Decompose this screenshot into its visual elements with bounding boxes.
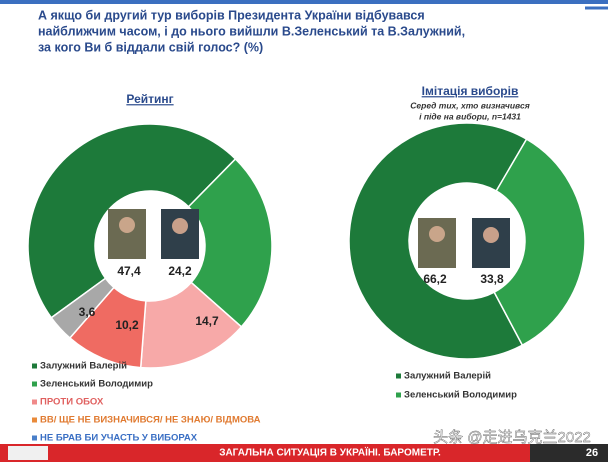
title-line: А якщо би другий тур виборів Президента … xyxy=(38,8,425,22)
value-label: 66,2 xyxy=(423,272,447,286)
pie-slice xyxy=(27,123,237,319)
watermark: 头条 @走进乌克兰2022 xyxy=(433,429,591,446)
chart-subtitle: Серед тих, хто визначився xyxy=(410,100,529,110)
page-number: 26 xyxy=(586,447,598,459)
value-label: 47,4 xyxy=(117,264,141,278)
legend-label: Залужний Валерій xyxy=(40,361,127,372)
chart-title: Рейтинг xyxy=(126,92,173,106)
legend-marker xyxy=(32,417,37,423)
photo-zaluzhnyi xyxy=(418,218,456,268)
photos xyxy=(108,209,510,268)
title-line: найближчим часом, і до нього вийшли В.Зе… xyxy=(38,24,465,38)
value-label: 3,6 xyxy=(79,305,96,319)
photo-face xyxy=(172,218,188,234)
legend-label: Зеленський Володимир xyxy=(404,390,517,401)
top-stripe xyxy=(0,0,608,4)
legend-label: Зеленський Володимир xyxy=(40,379,153,390)
page-number-box xyxy=(530,444,608,462)
chart-title: Імітація виборів xyxy=(422,84,519,98)
legend-marker xyxy=(396,392,401,398)
value-label: 14,7 xyxy=(195,314,219,328)
chart-subtitle: і піде на вибори, n=1431 xyxy=(419,111,521,121)
pie-slice xyxy=(50,277,115,340)
legend-label: НЕ БРАВ БИ УЧАСТЬ У ВИБОРАХ xyxy=(40,433,198,444)
footer: ЗАГАЛЬНА СИТУАЦІЯ В УКРАЇНІ. БАРОМЕТР. xyxy=(219,446,441,459)
legend-marker xyxy=(32,381,37,387)
legend-label: ПРОТИ ОБОХ xyxy=(40,397,104,408)
photo-face xyxy=(429,226,445,242)
pie-slice xyxy=(187,157,273,328)
legend-marker xyxy=(32,363,37,369)
value-label: 24,2 xyxy=(168,264,192,278)
legend-marker xyxy=(32,435,37,441)
photo-zaluzhnyi xyxy=(108,209,146,259)
legend-marker xyxy=(396,373,401,379)
value-label: 33,8 xyxy=(480,272,504,286)
pie-slice xyxy=(348,122,528,360)
legend-label: ВВ/ ЩЕ НЕ ВИЗНАЧИВСЯ/ НЕ ЗНАЮ/ ВІДМОВА xyxy=(40,415,261,426)
footer-bar xyxy=(0,444,608,462)
title-line: за кого Ви б віддали свій голос? (%) xyxy=(38,40,263,54)
pie-slice xyxy=(493,138,586,347)
logo xyxy=(8,446,48,460)
legend-label: Залужний Валерій xyxy=(404,371,491,382)
photo-face xyxy=(119,217,135,233)
value-label: 10,2 xyxy=(115,318,139,332)
legend-marker xyxy=(32,399,37,405)
photo-face xyxy=(483,227,499,243)
